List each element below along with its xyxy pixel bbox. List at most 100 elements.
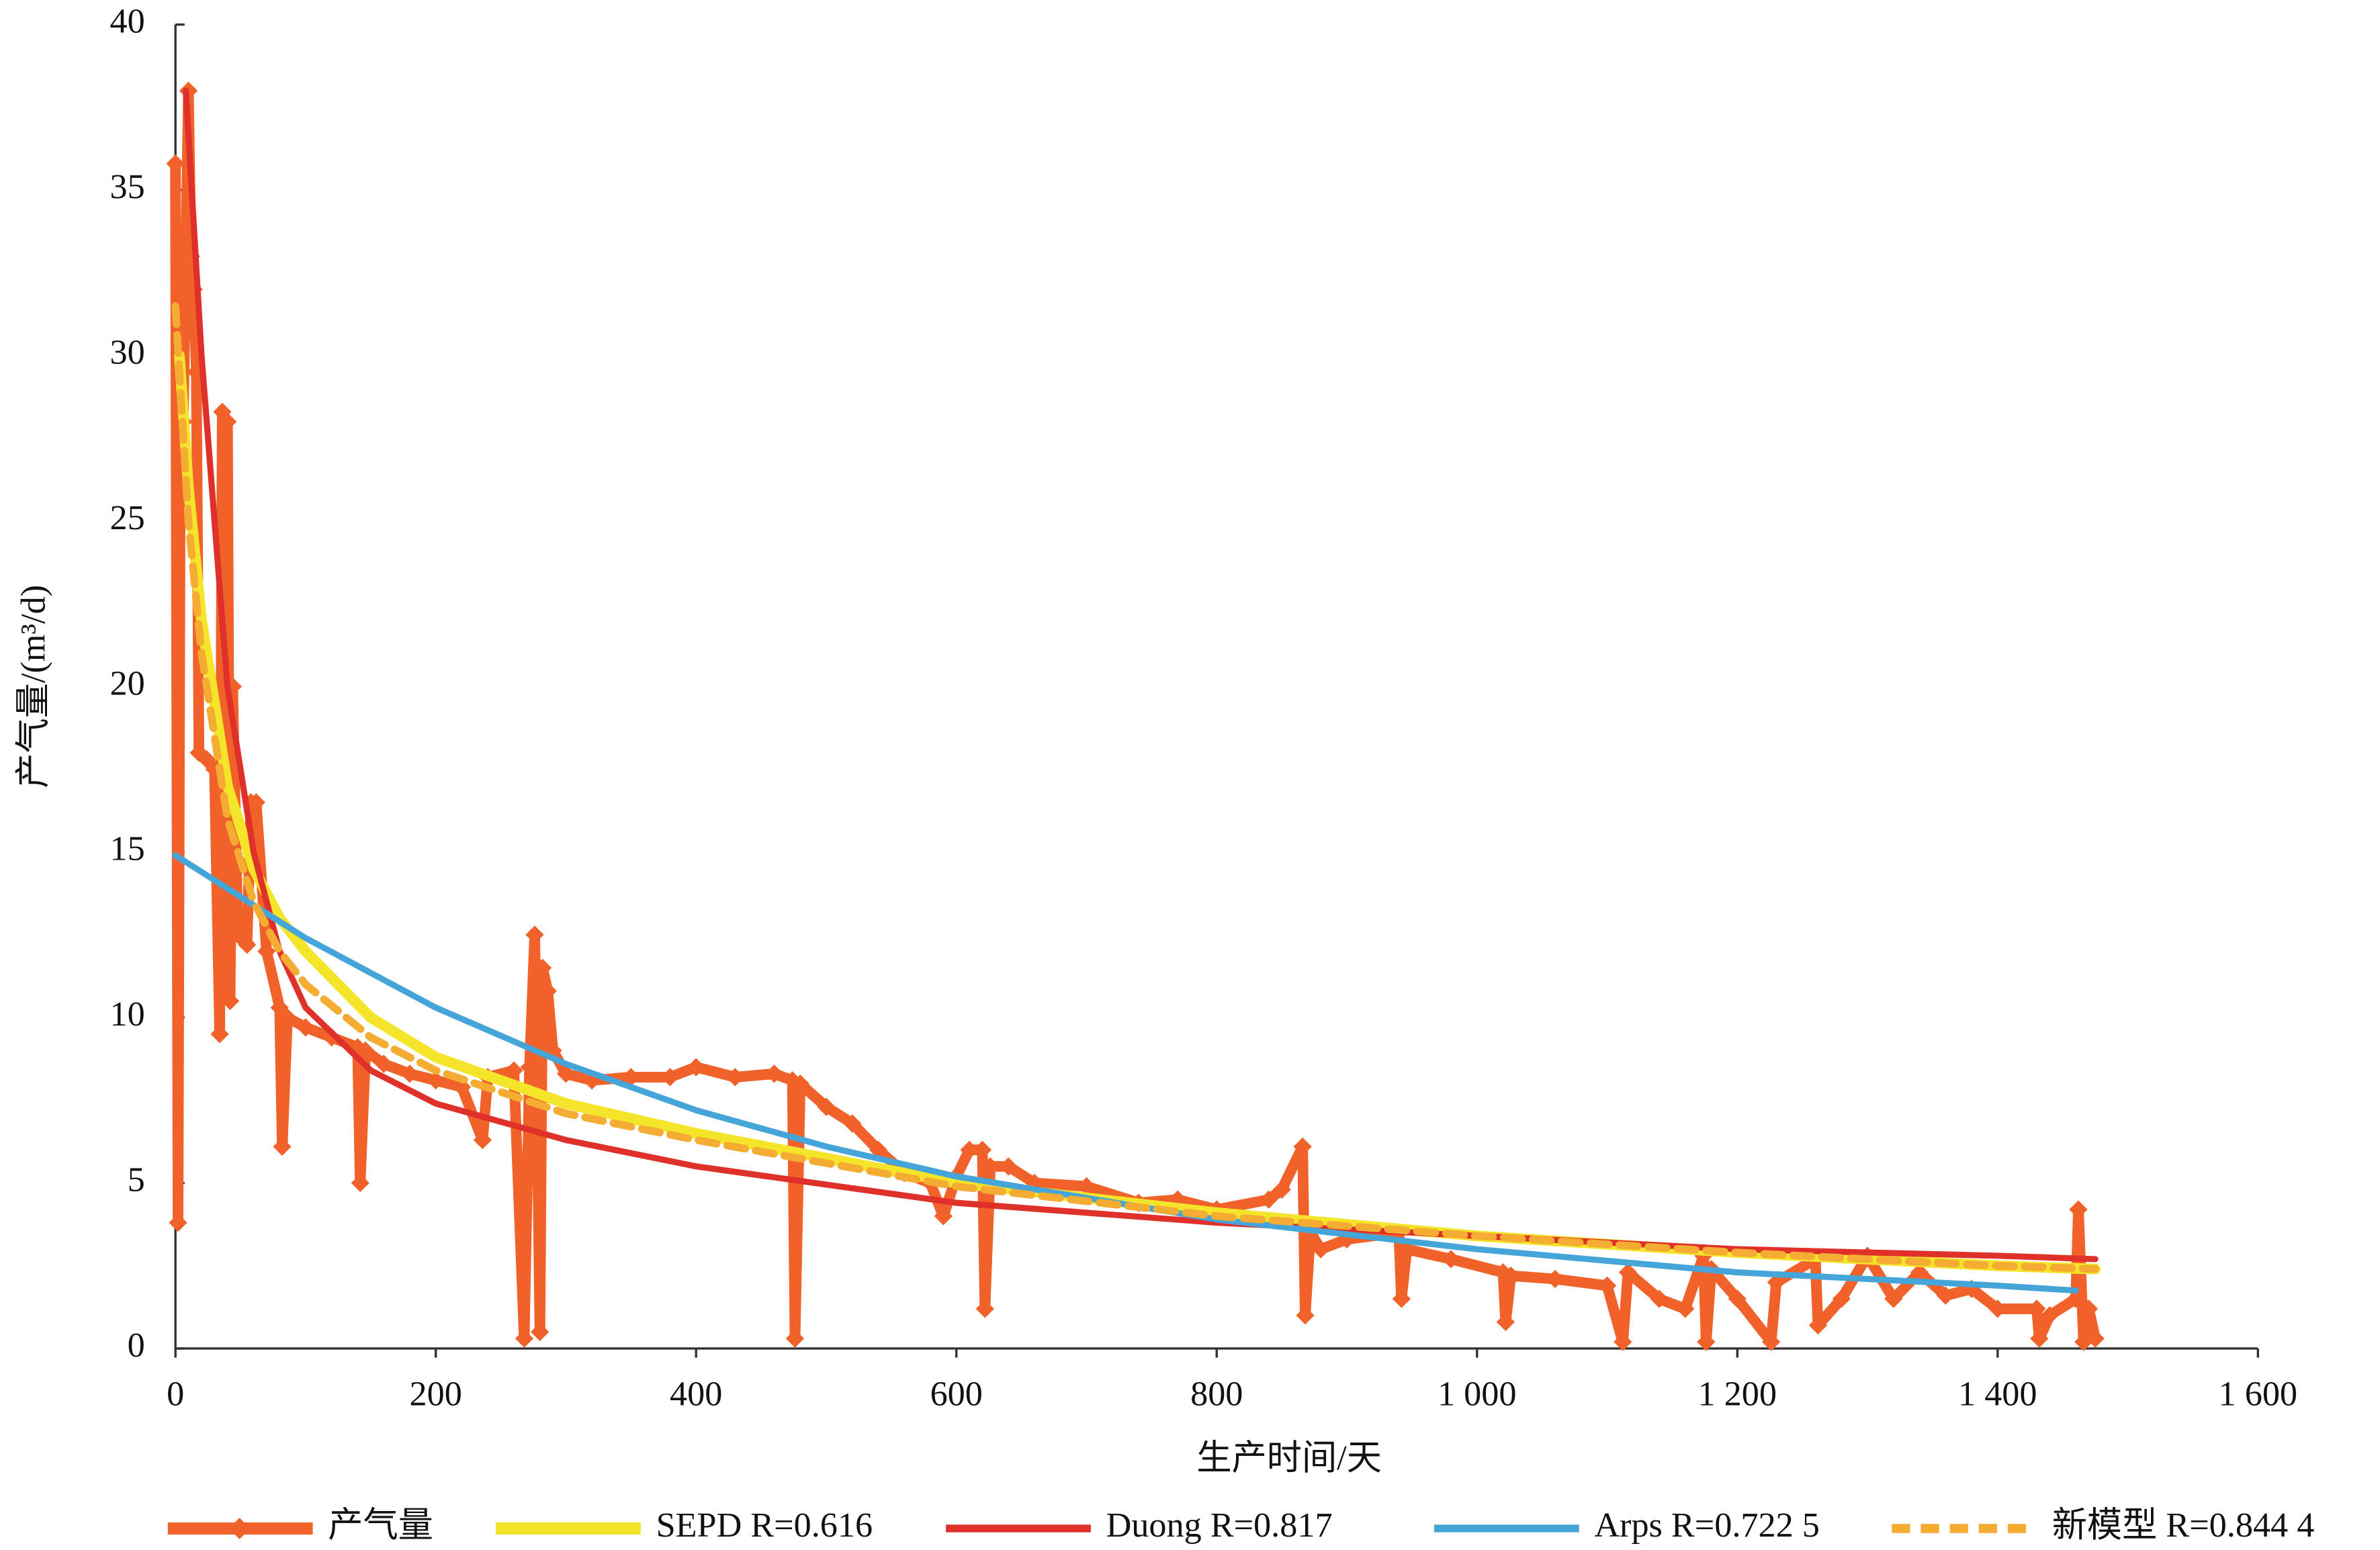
legend-label: SEPD R=0.616 — [656, 1506, 873, 1545]
data-point — [218, 412, 237, 431]
data-point — [400, 1064, 419, 1083]
data-point — [764, 1064, 784, 1083]
data-point — [504, 1061, 523, 1080]
data-point — [247, 793, 265, 812]
series-line — [174, 350, 2101, 1275]
legend-label: 产气量 — [328, 1506, 433, 1545]
data-point — [356, 1041, 375, 1060]
x-axis-label: 生产时间/天 — [1196, 1439, 1382, 1477]
data-point — [374, 1054, 393, 1073]
data-point — [1832, 1289, 1851, 1308]
legend-marker — [228, 1518, 251, 1539]
data-point — [960, 1140, 979, 1159]
data-point — [520, 1058, 539, 1077]
data-point — [531, 1322, 549, 1341]
data-point — [1493, 1263, 1513, 1282]
y-axis-label: 产气量/(m³/d) — [13, 585, 52, 788]
data-point — [817, 1097, 836, 1116]
data-point — [791, 1075, 809, 1093]
x-tick-label: 0 — [167, 1375, 184, 1414]
legend-label: 新模型 R=0.844 4 — [2052, 1506, 2315, 1545]
x-tick-label: 800 — [1190, 1375, 1243, 1414]
data-point — [2066, 1289, 2085, 1308]
data-point — [999, 1157, 1018, 1176]
data-point — [169, 1214, 187, 1232]
data-point — [1808, 1316, 1828, 1335]
data-point — [975, 1300, 994, 1318]
y-tick-label: 15 — [110, 829, 145, 868]
data-point — [1272, 1180, 1291, 1199]
y-tick-label: 5 — [128, 1160, 145, 1199]
y-tick-label: 20 — [110, 664, 145, 702]
x-tick-label: 1 200 — [1698, 1375, 1777, 1414]
data-point — [725, 1068, 744, 1087]
data-point — [1650, 1289, 1669, 1308]
data-point — [1392, 1289, 1411, 1308]
data-point — [660, 1068, 680, 1087]
x-tick-label: 1 400 — [1958, 1375, 2037, 1414]
data-point — [1597, 1276, 1617, 1295]
data-point — [210, 1025, 229, 1044]
data-point — [785, 1329, 805, 1348]
y-tick-label: 30 — [110, 332, 145, 371]
data-point — [515, 1329, 534, 1348]
data-point — [621, 1068, 640, 1087]
data-point — [1496, 1312, 1515, 1332]
data-point — [1546, 1269, 1564, 1289]
data-point — [1676, 1300, 1695, 1318]
x-tick-label: 1 600 — [2219, 1375, 2298, 1414]
data-point — [166, 154, 185, 173]
data-point — [273, 1137, 292, 1156]
data-point — [533, 958, 552, 977]
data-point — [1728, 1289, 1747, 1308]
data-point — [1296, 1306, 1315, 1325]
data-point — [1884, 1289, 1903, 1308]
data-point — [1697, 1332, 1716, 1351]
x-tick-label: 400 — [670, 1375, 722, 1414]
data-point — [934, 1207, 953, 1226]
data-point — [1936, 1286, 1955, 1305]
data-point — [1767, 1273, 1786, 1292]
data-point — [2030, 1329, 2049, 1348]
x-tick-label: 600 — [930, 1375, 983, 1414]
data-point — [973, 1140, 992, 1159]
data-point — [1077, 1177, 1096, 1196]
legend-label: Duong R=0.817 — [1106, 1506, 1333, 1545]
data-point — [981, 1157, 1000, 1176]
y-tick-label: 0 — [128, 1326, 145, 1365]
data-point — [2079, 1300, 2099, 1318]
x-tick-label: 200 — [410, 1375, 462, 1414]
data-point — [1293, 1137, 1312, 1156]
data-point — [2027, 1300, 2046, 1318]
data-point — [1762, 1332, 1781, 1351]
y-tick-label: 10 — [110, 995, 145, 1034]
x-tick-label: 1 000 — [1438, 1375, 1517, 1414]
data-point — [427, 1071, 445, 1090]
data-point — [687, 1058, 705, 1077]
data-point — [1501, 1266, 1520, 1285]
data-point — [1910, 1263, 1929, 1282]
data-point — [1614, 1332, 1632, 1351]
data-point — [843, 1114, 862, 1133]
data-point — [1442, 1250, 1460, 1269]
y-tick-label: 25 — [110, 498, 145, 537]
series-line — [172, 852, 2079, 1294]
y-tick-label: 35 — [110, 167, 145, 206]
data-point — [1260, 1190, 1278, 1209]
data-point — [351, 1173, 369, 1193]
data-point — [525, 925, 544, 944]
data-point — [1618, 1263, 1638, 1282]
series-line — [171, 302, 2099, 1273]
data-point — [2069, 1200, 2088, 1219]
data-point — [538, 982, 557, 1001]
y-tick-label: 40 — [110, 2, 145, 41]
data-point — [556, 1064, 576, 1083]
data-point — [1311, 1240, 1330, 1259]
data-point — [228, 925, 247, 944]
data-point — [2040, 1306, 2059, 1325]
legend-label: Arps R=0.722 5 — [1594, 1506, 1820, 1545]
data-point — [1988, 1300, 2007, 1318]
data-point — [473, 1130, 492, 1150]
